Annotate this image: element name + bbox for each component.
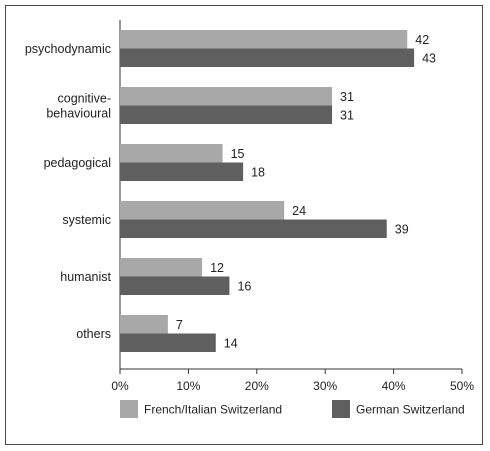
x-tick-label: 30%	[313, 379, 337, 393]
data-label: 16	[237, 279, 251, 293]
data-label: 14	[224, 336, 238, 350]
data-label: 24	[292, 204, 306, 218]
bar	[120, 30, 408, 49]
category-label: humanist	[60, 270, 111, 284]
data-label: 12	[210, 261, 224, 275]
bar-chart: 0% 10% 20% 30% 40% 50% 42 43 psychodynamic 31 31 co…	[25, 20, 474, 418]
bar	[120, 201, 285, 220]
x-tick-label: 10%	[176, 379, 200, 393]
data-label: 42	[415, 33, 429, 47]
category-label: pedagogical	[44, 156, 111, 170]
legend-label: French/Italian Switzerland	[144, 403, 282, 417]
x-tick-label: 50%	[450, 379, 474, 393]
bar	[120, 162, 244, 181]
bar	[120, 87, 333, 106]
data-label: 18	[251, 165, 265, 179]
legend-label: German Switzerland	[356, 403, 465, 417]
bar	[120, 105, 333, 124]
category-label: systemic	[62, 213, 111, 227]
x-tick-label: 40%	[382, 379, 406, 393]
data-label: 39	[395, 222, 409, 236]
data-label: 7	[176, 318, 183, 332]
bar	[120, 258, 203, 277]
bar	[120, 315, 168, 334]
x-tick-label: 20%	[245, 379, 269, 393]
category-label: psychodynamic	[25, 42, 111, 56]
data-label: 31	[340, 108, 354, 122]
chart-frame: 0% 10% 20% 30% 40% 50% 42 43 psychodynamic 31 31 co…	[5, 5, 483, 445]
x-tick-label: 0%	[111, 379, 129, 393]
data-label: 31	[340, 90, 354, 104]
category-label: behavioural	[46, 107, 111, 121]
legend-swatch	[120, 400, 138, 418]
legend-swatch	[332, 400, 350, 418]
data-label: 15	[231, 147, 245, 161]
bar	[120, 219, 387, 238]
category-label: others	[76, 327, 111, 341]
bar	[120, 276, 230, 295]
bar	[120, 144, 223, 163]
data-label: 43	[422, 51, 436, 65]
bar	[120, 333, 216, 352]
category-label: cognitive-	[58, 92, 112, 106]
bar	[120, 48, 415, 67]
